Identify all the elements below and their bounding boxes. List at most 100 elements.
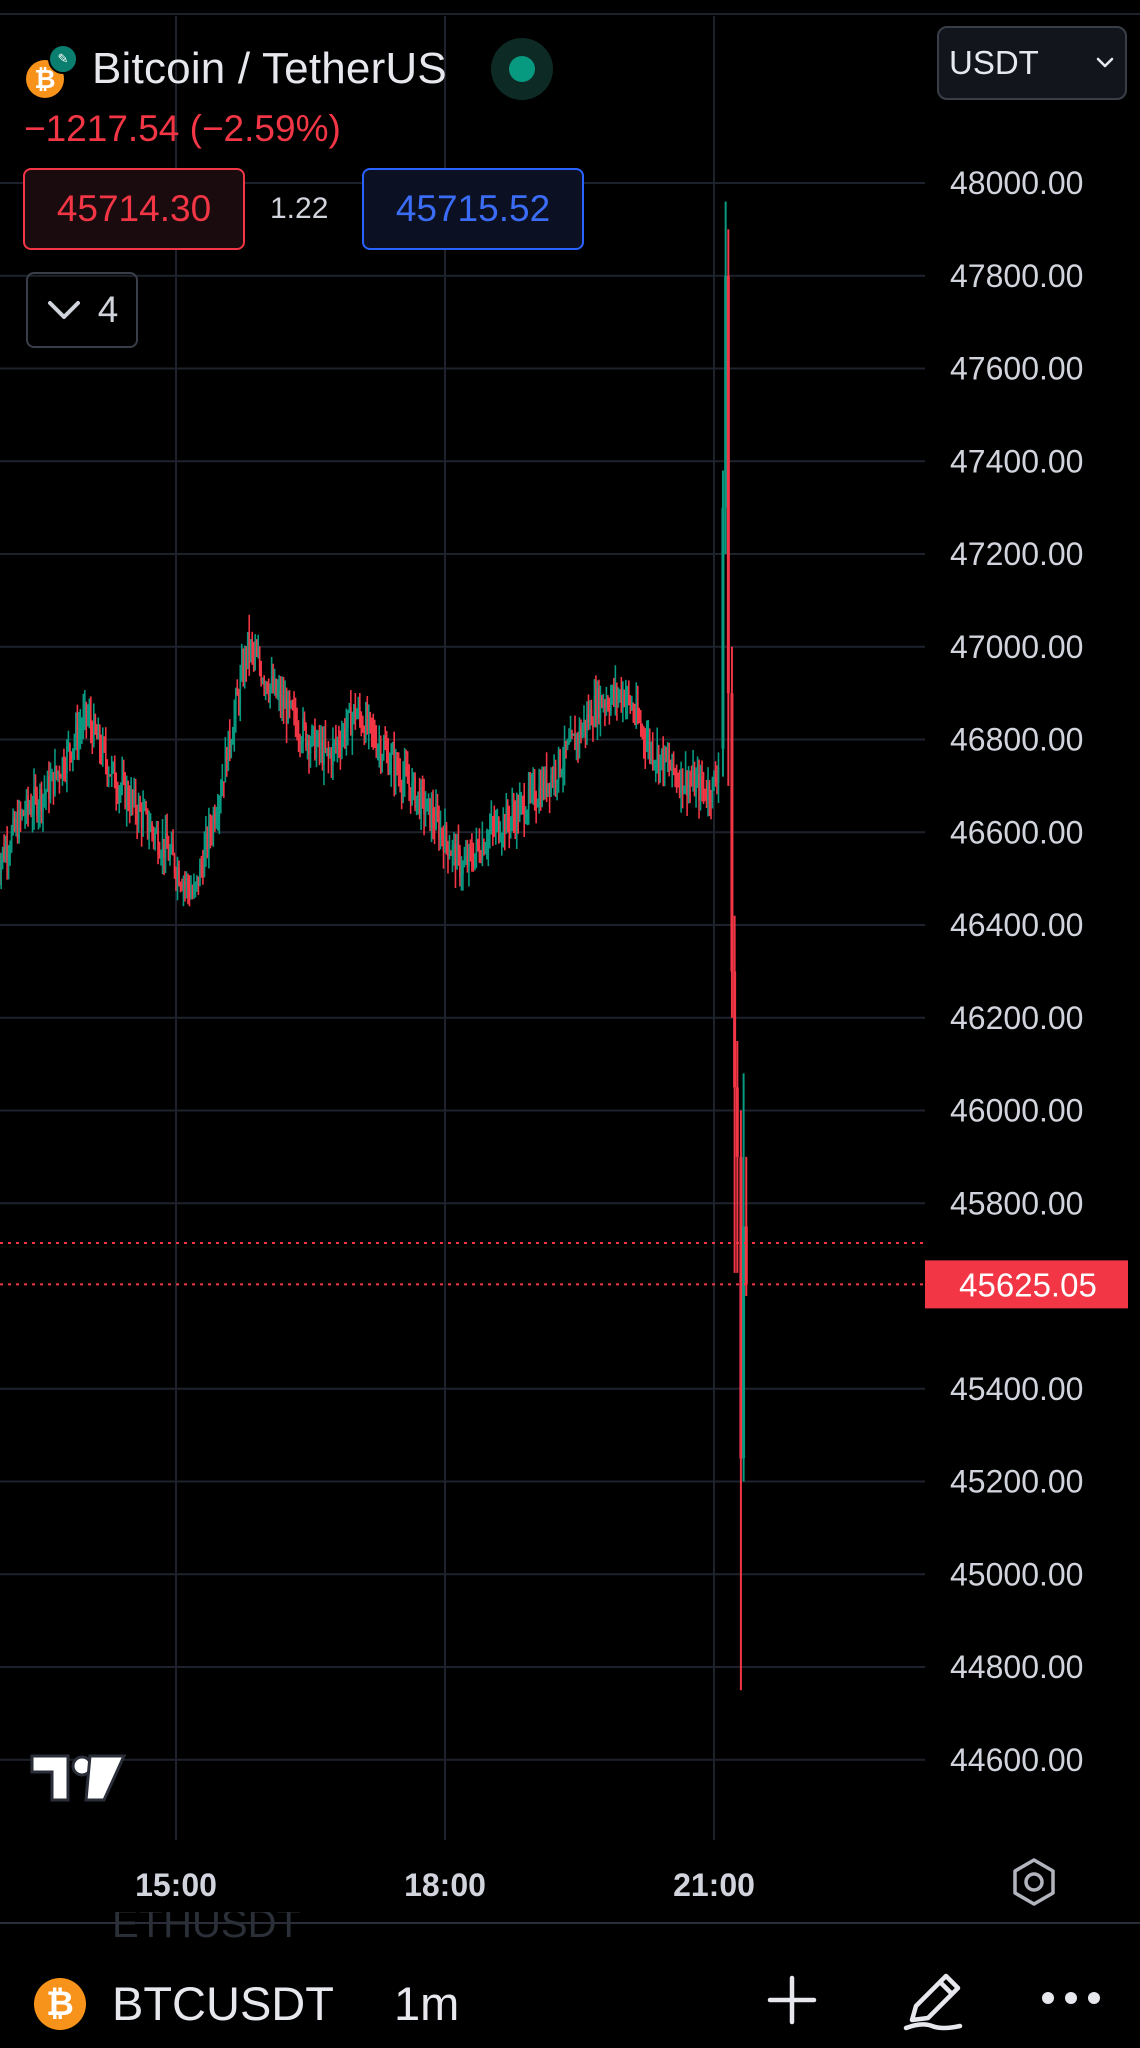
last-price-label: 45625.05 (959, 1266, 1097, 1303)
more-options-icon[interactable] (1040, 1986, 1102, 2010)
candle-body (710, 799, 712, 803)
candle-body (698, 774, 700, 800)
candle-body (269, 685, 271, 696)
candle-body (684, 771, 687, 788)
candle-body (79, 729, 82, 731)
candle-body (300, 742, 303, 745)
candle-body (214, 813, 216, 824)
candle-body (650, 745, 653, 754)
currency-select[interactable]: USDT (937, 26, 1127, 100)
candle-body (136, 812, 138, 822)
candle-body (25, 795, 28, 816)
candle-body (405, 765, 407, 772)
candle-body (662, 749, 664, 774)
candle-body (575, 735, 578, 751)
candle-body (671, 754, 673, 771)
candle-body (381, 756, 384, 763)
candle-body (733, 971, 737, 1088)
candle-body (81, 727, 83, 730)
candle-body (276, 692, 279, 696)
candle-body (185, 878, 188, 884)
candle-body (15, 819, 17, 830)
candle-body (421, 786, 424, 792)
candle-body (143, 808, 146, 810)
candle-body (359, 707, 361, 717)
candle-body (221, 781, 224, 795)
candle-body (152, 831, 155, 839)
candle-body (172, 843, 174, 856)
candle-body (1, 848, 4, 860)
candle-body (493, 825, 496, 831)
candle-body (293, 708, 295, 710)
interval-button[interactable]: 1m (394, 1977, 460, 2030)
candle-body (372, 728, 375, 731)
candle-body (97, 728, 100, 739)
currency-select-value: USDT (949, 44, 1039, 81)
candle-body (427, 798, 430, 800)
candle-body (613, 687, 615, 699)
candle-body (31, 811, 34, 815)
candle-body (237, 695, 240, 706)
candle-body (278, 689, 280, 693)
price-chart[interactable]: 48000.00 47800.00 47600.00 47400.00 47200.00… (0, 0, 1140, 1920)
candle-body (205, 832, 207, 848)
candle-body (49, 780, 52, 799)
candle-body (151, 824, 153, 832)
candle-body (164, 832, 167, 858)
candle-body (489, 829, 491, 834)
candle-body (160, 855, 162, 858)
candle-body (701, 776, 703, 788)
candle-body (686, 771, 688, 796)
candle-body (526, 811, 528, 820)
candle-body (569, 733, 572, 743)
candle-body (599, 696, 602, 719)
y-axis-tick-label: 46200.00 (950, 1000, 1083, 1036)
pair-title[interactable]: Bitcoin / TetherUS (92, 44, 447, 93)
y-axis-tick-label: 44600.00 (950, 1742, 1083, 1778)
candle-body (297, 737, 300, 739)
candle-body (134, 790, 137, 813)
candle-body (294, 708, 297, 723)
candle-body (98, 728, 101, 751)
candle-body (469, 847, 472, 851)
candle-body (638, 718, 641, 721)
candle-body (654, 762, 657, 764)
sell-price-button[interactable]: 45714.30 (23, 168, 245, 250)
chart-settings-icon[interactable] (1008, 1856, 1060, 1908)
candle-body (130, 791, 132, 811)
market-status-indicator[interactable] (490, 38, 553, 100)
candle-body (512, 807, 515, 817)
candle-body (378, 744, 381, 748)
plus-icon[interactable] (764, 1972, 820, 2028)
candle-body (453, 843, 455, 846)
candle-body (690, 782, 693, 785)
candle-body (632, 707, 635, 716)
buy-price-button[interactable]: 45715.52 (362, 168, 584, 250)
candle-body (496, 818, 499, 822)
candle-body (336, 740, 339, 746)
candle-body (382, 745, 385, 757)
candle-body (477, 840, 479, 846)
candle-body (527, 785, 530, 812)
candle-body (666, 759, 669, 762)
candle-body (533, 782, 536, 806)
candle-body (187, 878, 189, 889)
bitcoin-icon[interactable]: ₿ (34, 1978, 86, 2030)
drawing-pen-icon[interactable] (902, 1968, 964, 2032)
symbol-button[interactable]: BTCUSDT (112, 1977, 334, 2030)
scrolled-symbol-hint: ETHUSDT (112, 1912, 301, 1946)
candle-body (353, 705, 355, 718)
symbol-header[interactable]: ₿ ✎ Bitcoin / TetherUS (26, 38, 553, 100)
candle-body (642, 729, 645, 741)
candle-body (75, 723, 77, 742)
candle-body (444, 825, 446, 852)
candle-body (18, 809, 20, 839)
candle-body (356, 714, 358, 719)
candle-body (166, 832, 168, 849)
candle-body (515, 803, 518, 831)
candle-body (13, 817, 16, 830)
candle-body (433, 823, 436, 829)
candle-body (366, 711, 369, 729)
indicators-collapse-button[interactable]: 4 (26, 272, 138, 348)
candle-body (36, 793, 38, 816)
